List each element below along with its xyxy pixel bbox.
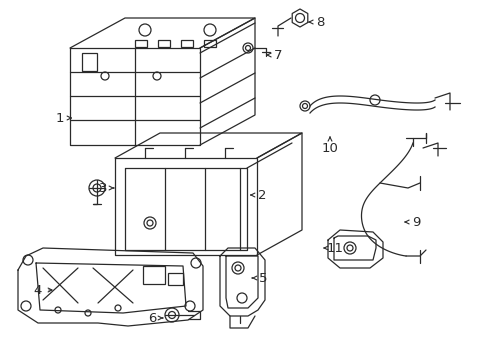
- Bar: [143, 266, 165, 284]
- Text: 4: 4: [34, 284, 42, 297]
- Text: 3: 3: [99, 181, 107, 194]
- Text: 5: 5: [259, 271, 267, 284]
- Bar: [158, 40, 170, 47]
- Bar: [82, 53, 97, 71]
- Text: 9: 9: [412, 216, 420, 229]
- Bar: [168, 273, 183, 285]
- Text: 8: 8: [316, 15, 324, 28]
- Text: 10: 10: [321, 141, 339, 154]
- Bar: [181, 40, 193, 47]
- Bar: [135, 40, 147, 47]
- Text: 6: 6: [148, 311, 156, 324]
- Text: 7: 7: [274, 49, 282, 62]
- Text: 11: 11: [326, 242, 343, 255]
- Text: 1: 1: [56, 112, 64, 125]
- Bar: [204, 40, 216, 47]
- Text: 2: 2: [258, 189, 266, 202]
